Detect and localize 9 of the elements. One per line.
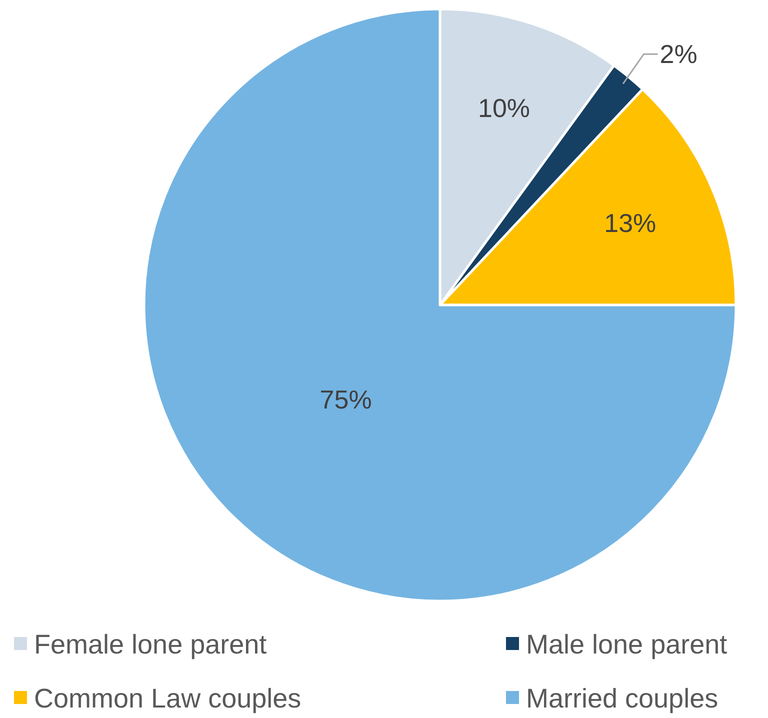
legend-label: Female lone parent: [34, 629, 268, 660]
data-label: 2%: [660, 39, 698, 70]
pie-slice: [143, 8, 738, 602]
data-label: 13%: [604, 208, 656, 238]
legend-label: Common Law couples: [34, 683, 302, 714]
data-label: 10%: [478, 93, 530, 124]
legend-label: Married couples: [526, 683, 718, 714]
data-label: 75%: [320, 384, 372, 414]
legend-label: Male lone parent: [526, 629, 728, 660]
